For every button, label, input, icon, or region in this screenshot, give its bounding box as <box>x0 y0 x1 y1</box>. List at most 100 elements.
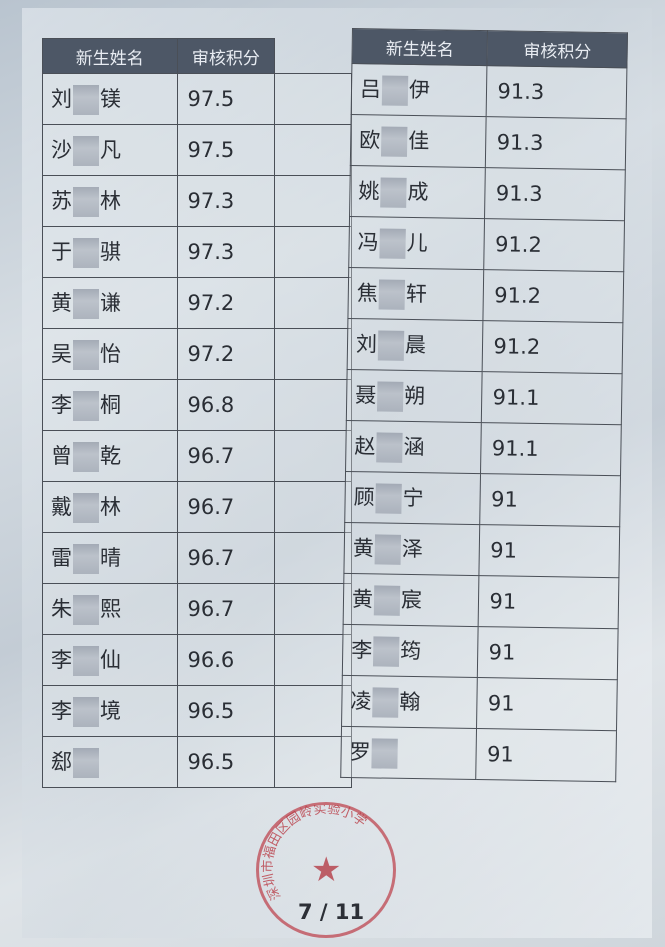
empty-cell <box>274 73 352 125</box>
redaction-blur <box>73 442 99 472</box>
name-last: 轩 <box>405 281 428 307</box>
empty-cell <box>274 226 352 278</box>
star-icon: ★ <box>311 850 342 890</box>
student-name: 刘镁 <box>42 73 178 125</box>
redaction-blur <box>73 340 99 370</box>
table-row: 吴怡 97.2 <box>42 328 352 380</box>
name-first: 吕 <box>359 77 382 102</box>
audit-score: 91 <box>479 524 620 578</box>
table-row: 沙凡 97.5 <box>42 124 352 176</box>
name-first: 朱 <box>51 597 72 621</box>
audit-score: 97.5 <box>176 73 276 125</box>
student-name: 冯儿 <box>348 216 485 270</box>
table-row: 欧佳 91.3 <box>350 114 627 170</box>
name-last: 林 <box>100 495 121 519</box>
redaction-blur <box>376 381 404 412</box>
name-first: 李 <box>51 393 72 417</box>
audit-score: 91 <box>476 677 618 731</box>
audit-score: 97.3 <box>176 226 276 278</box>
name-last: 佳 <box>408 128 430 154</box>
audit-score: 97.2 <box>176 277 276 329</box>
table-row: 凌翰 91 <box>341 675 618 731</box>
table-row: 于 骐 97.3 <box>42 226 352 278</box>
audit-score: 91.1 <box>480 422 622 476</box>
student-name: 顾宁 <box>344 471 481 525</box>
audit-score: 91.2 <box>484 218 625 272</box>
student-name: 焦轩 <box>347 267 485 321</box>
audit-score: 97.5 <box>176 124 276 176</box>
name-first: 郄 <box>51 750 72 774</box>
name-last: 伊 <box>408 77 431 103</box>
audit-score: 96.7 <box>176 481 276 533</box>
table-row: 苏 林 97.3 <box>42 175 352 227</box>
name-last: 骐 <box>100 240 121 264</box>
student-name: 赵涵 <box>345 420 482 474</box>
table-row: 姚成 91.3 <box>349 165 626 221</box>
name-first: 雷 <box>51 546 72 570</box>
name-first: 于 <box>51 240 72 264</box>
audit-score: 97.2 <box>176 328 276 380</box>
student-name: 李筠 <box>342 624 479 678</box>
name-first: 李 <box>51 699 72 723</box>
audit-score: 97.3 <box>176 175 276 227</box>
name-first: 曾 <box>51 444 72 468</box>
table-row: 顾宁 91 <box>344 471 621 527</box>
name-last: 境 <box>100 699 121 723</box>
name-last: 宸 <box>400 587 423 613</box>
redaction-blur <box>73 85 99 115</box>
official-seal: 深圳市福田区园岭实验小学 ★ <box>256 802 396 938</box>
audit-score: 91 <box>477 626 619 680</box>
empty-cell <box>274 481 352 533</box>
redaction-blur <box>73 289 99 319</box>
table-row: 聂朔 91.1 <box>346 369 623 425</box>
name-first: 苏 <box>51 189 72 213</box>
name-last: 林 <box>100 189 121 213</box>
name-last: 筠 <box>400 638 422 664</box>
name-first: 冯 <box>357 230 379 255</box>
table-row: 李仙 96.6 <box>42 634 352 686</box>
audit-score: 96.5 <box>176 736 276 788</box>
audit-score: 96.8 <box>176 379 276 431</box>
empty-cell <box>274 124 352 176</box>
name-last: 晴 <box>100 546 121 570</box>
audit-score: 96.7 <box>176 583 276 635</box>
table-row: 冯儿 91.2 <box>348 216 625 272</box>
seal-ring-text: 深圳市福田区园岭实验小学 <box>260 805 370 902</box>
student-name: 黄谦 <box>42 277 178 329</box>
empty-cell <box>274 736 352 788</box>
redaction-blur <box>73 595 99 625</box>
name-first: 欧 <box>359 128 381 153</box>
name-first: 吴 <box>51 342 72 366</box>
name-first: 黄 <box>352 536 375 561</box>
name-last: 熙 <box>100 597 121 621</box>
empty-cell <box>274 685 352 737</box>
empty-cell <box>274 634 352 686</box>
table-row: 李筠 91 <box>342 624 619 680</box>
empty-cell <box>274 532 352 584</box>
student-name: 沙凡 <box>42 124 178 176</box>
name-first: 黄 <box>51 291 72 315</box>
redaction-blur <box>371 738 398 769</box>
name-first: 姚 <box>358 179 380 204</box>
table-row: 刘晨 91.2 <box>347 318 623 374</box>
student-name: 朱熙 <box>42 583 178 635</box>
empty-cell <box>274 328 352 380</box>
left-score-table: 新生姓名 审核积分 刘镁 97.5 沙凡 97.5 苏林 97.3 于骐 97.3 黄谦 97.2… <box>42 38 352 788</box>
name-last: 朔 <box>404 383 426 409</box>
table-row: 赵涵 91.1 <box>345 420 622 476</box>
redaction-blur <box>372 687 399 718</box>
name-first: 顾 <box>353 485 375 510</box>
student-name: 吴怡 <box>42 328 178 380</box>
table-row: 黄泽 91 <box>343 522 620 578</box>
audit-score: 91.3 <box>486 65 627 119</box>
table-row: 曾 乾 96.7 <box>42 430 352 482</box>
audit-score: 96.7 <box>176 430 276 482</box>
student-name: 李境 <box>42 685 178 737</box>
student-name: 吕伊 <box>351 63 488 117</box>
name-first: 赵 <box>354 434 376 459</box>
score-header: 审核积分 <box>487 30 628 68</box>
name-last: 乾 <box>100 444 121 468</box>
student-name: 黄泽 <box>343 522 481 576</box>
name-last: 镁 <box>100 87 121 111</box>
audit-score: 91.3 <box>484 167 626 221</box>
